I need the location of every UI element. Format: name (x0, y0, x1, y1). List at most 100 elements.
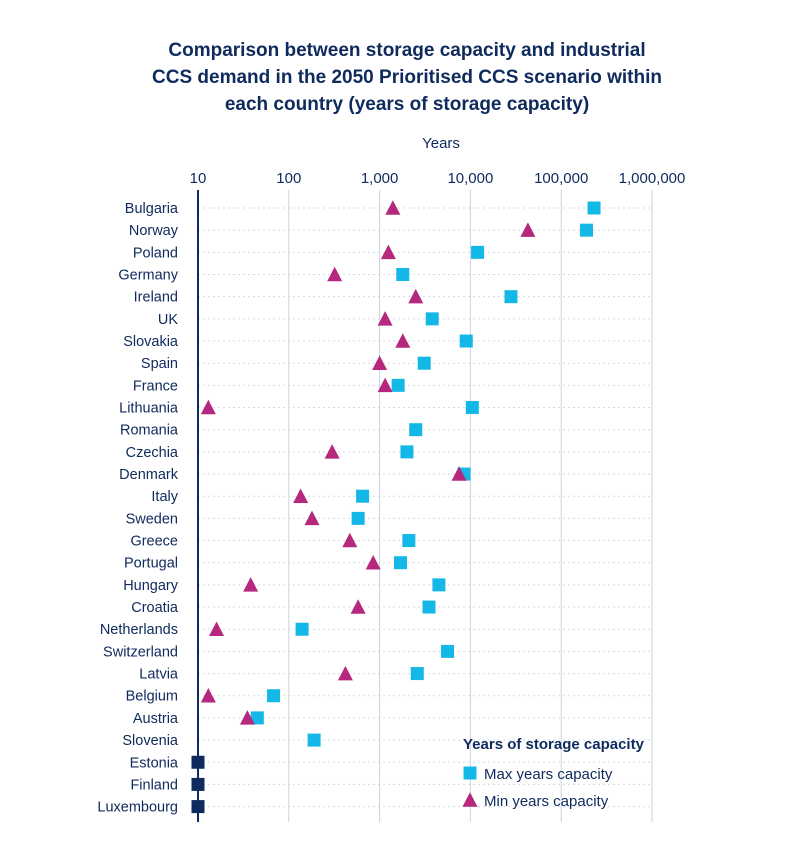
category-label: Denmark (119, 467, 179, 483)
category-label: UK (158, 312, 178, 328)
data-point-square (250, 711, 264, 725)
data-point-triangle (304, 510, 320, 526)
category-label: Switzerland (103, 644, 178, 660)
data-point-square (391, 378, 405, 392)
data-point-square (394, 556, 408, 570)
category-label: Slovenia (122, 733, 179, 749)
category-label: Lithuania (119, 401, 179, 417)
category-label: Ireland (134, 290, 178, 306)
x-tick-label: 100 (276, 170, 301, 187)
chart-title-line-1: Comparison between storage capacity and … (168, 40, 645, 61)
data-point-triangle (372, 355, 388, 370)
data-point-triangle (200, 687, 216, 703)
data-point-square (441, 644, 455, 658)
data-point-triangle (395, 333, 411, 348)
data-point-square (471, 245, 485, 259)
category-label: Germany (118, 268, 178, 284)
gridlines (288, 190, 653, 822)
data-point-square (422, 600, 436, 614)
x-axis-title: Years (422, 135, 460, 152)
data-point-triangle (327, 266, 343, 282)
data-point-square (191, 755, 205, 769)
data-point-square (410, 667, 424, 681)
row-guides (198, 207, 652, 808)
x-tick-label: 100,000 (534, 170, 588, 187)
data-point-triangle (239, 710, 255, 725)
data-point-square (402, 534, 416, 548)
data-point-triangle (520, 222, 536, 237)
data-point-triangle (293, 488, 309, 503)
category-label: Norway (129, 223, 179, 239)
chart-title-line-3: each country (years of storage capacity) (225, 94, 589, 115)
data-point-triangle (200, 399, 216, 415)
category-label: Czechia (126, 445, 179, 461)
category-label: Austria (133, 711, 179, 727)
data-point-square (191, 777, 205, 791)
x-tick-label: 1,000 (361, 170, 399, 187)
category-label: Hungary (123, 578, 179, 594)
data-point-square (580, 223, 594, 237)
chart-title-line-2: CCS demand in the 2050 Prioritised CCS s… (152, 67, 662, 88)
legend-label: Max years capacity (484, 766, 613, 783)
category-label: Latvia (139, 667, 179, 683)
data-point-square (459, 334, 473, 348)
category-label: Bulgaria (125, 201, 179, 217)
data-point-square (409, 423, 423, 437)
data-point-triangle (342, 532, 358, 548)
data-point-square (356, 489, 370, 503)
data-point-square (587, 201, 601, 215)
data-point-triangle (337, 665, 353, 681)
category-label: Poland (133, 245, 178, 261)
series-1 (200, 200, 536, 725)
x-tick-label: 10,000 (447, 170, 493, 187)
category-label: Netherlands (100, 622, 178, 638)
x-tick-label: 1,000,000 (619, 170, 686, 187)
data-point-square (307, 733, 321, 747)
data-points (191, 200, 601, 814)
category-label: Croatia (131, 600, 179, 616)
category-label: Sweden (126, 511, 178, 527)
legend-title: Years of storage capacity (463, 736, 645, 753)
data-point-triangle (350, 599, 366, 614)
data-point-square (351, 511, 365, 525)
data-point-triangle (451, 466, 467, 481)
data-point-triangle (365, 554, 381, 570)
legend-label: Min years capacity (484, 793, 609, 810)
category-label: Estonia (130, 755, 179, 771)
data-point-square (425, 312, 439, 326)
legend-triangle-marker (462, 792, 478, 807)
x-tick-label: 10 (190, 170, 207, 187)
category-label: Greece (130, 534, 178, 550)
data-point-triangle (243, 577, 259, 592)
data-point-square (465, 401, 479, 415)
category-label: Portugal (124, 556, 178, 572)
legend: Years of storage capacity Max years capac… (462, 736, 645, 810)
data-point-square (191, 800, 205, 814)
data-point-triangle (408, 288, 424, 304)
category-label: Romania (120, 423, 179, 439)
series-0 (250, 201, 601, 747)
category-label: Spain (141, 356, 178, 372)
data-point-square (267, 689, 281, 703)
data-point-square (504, 290, 518, 304)
data-point-triangle (377, 311, 393, 326)
data-point-triangle (377, 377, 393, 393)
x-axis-ticks: 10 100 1,000 10,000 100,000 1,000,000 (190, 170, 686, 187)
data-point-triangle (385, 200, 401, 215)
data-point-triangle (324, 444, 340, 459)
legend-square-marker (463, 766, 477, 780)
category-labels: Bulgaria Norway Poland Germany Ireland UK Slov… (97, 201, 179, 816)
category-label: Slovakia (123, 334, 179, 350)
category-label: Finland (130, 777, 178, 793)
category-label: Luxembourg (97, 800, 178, 816)
data-point-triangle (380, 244, 396, 260)
data-point-square (400, 445, 414, 459)
category-label: Belgium (126, 689, 178, 705)
category-label: Italy (151, 489, 178, 505)
chart-title: Comparison between storage capacity and … (152, 40, 662, 115)
data-point-square (417, 356, 431, 370)
category-label: France (133, 378, 178, 394)
series-2 (191, 755, 205, 814)
data-point-square (432, 578, 446, 592)
